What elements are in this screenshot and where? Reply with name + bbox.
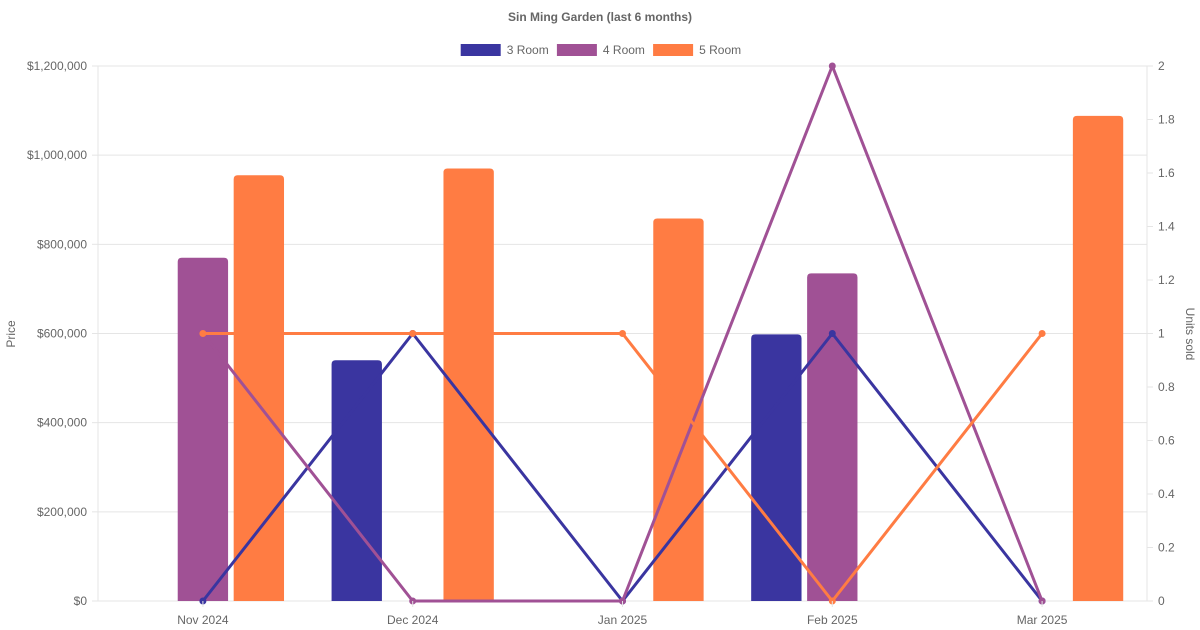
legend-swatch <box>653 44 694 56</box>
y2-tick-label: 0.8 <box>1158 380 1175 394</box>
y2-tick-label: 2 <box>1158 59 1165 73</box>
bar-4-room <box>807 273 858 601</box>
bar-4-room <box>177 257 229 601</box>
y2-tick-label: 0 <box>1158 594 1165 608</box>
y-tick-label: $400,000 <box>37 416 87 430</box>
y2-tick-label: 0.2 <box>1158 541 1175 555</box>
point-3-room <box>828 330 836 337</box>
legend-swatch <box>556 44 597 56</box>
line-5-room <box>202 332 1044 603</box>
y-tick-label: $800,000 <box>37 237 87 251</box>
line-3-room <box>201 332 1044 603</box>
point-5-room <box>1038 330 1046 337</box>
bar-5-room <box>653 218 704 601</box>
point-5-room <box>199 330 207 337</box>
y2-tick-label: 1.8 <box>1158 113 1175 127</box>
x-tick-label: Jan 2025 <box>598 613 648 627</box>
y2-tick-label: 1 <box>1158 327 1165 341</box>
point-4-room <box>828 62 836 70</box>
legend-swatch <box>460 44 501 56</box>
y-tick-label: $200,000 <box>37 505 87 519</box>
y2-tick-label: 0.6 <box>1158 434 1175 448</box>
x-tick-label: Mar 2025 <box>1017 613 1068 627</box>
point-5-room <box>619 330 626 337</box>
chart-title: Sin Ming Garden (last 6 months) <box>508 10 692 24</box>
y-axis-title: Price <box>4 320 18 348</box>
y-tick-label: $1,200,000 <box>27 59 87 73</box>
bar-3-room <box>331 360 382 601</box>
y-axis-right: 0 0.2 0.4 0.6 0.8 1 1.2 1.4 1.6 1.8 2 <box>1147 59 1175 608</box>
bar-5-room <box>443 168 494 601</box>
y2-tick-label: 1.4 <box>1158 220 1175 234</box>
y2-tick-label: 0.4 <box>1158 487 1175 501</box>
y2-tick-label: 1.2 <box>1158 273 1175 287</box>
legend-label: 4 Room <box>603 43 645 57</box>
y-tick-label: $1,000,000 <box>27 148 87 162</box>
x-tick-label: Feb 2025 <box>807 613 858 627</box>
point-5-room <box>409 330 417 337</box>
y-tick-label: $600,000 <box>37 327 87 341</box>
x-tick-label: Dec 2024 <box>387 613 439 627</box>
bar-3-room <box>751 334 802 601</box>
bar-5-room <box>233 175 285 601</box>
bars <box>177 115 1124 601</box>
legend-label: 5 Room <box>699 43 741 57</box>
y2-tick-label: 1.6 <box>1158 166 1175 180</box>
legend-label: 3 Room <box>507 43 549 57</box>
bar-5-room <box>1072 115 1124 601</box>
x-axis: Nov 2024 Dec 2024 Jan 2025 Feb 2025 Mar 2025 <box>177 601 1068 627</box>
y-tick-label: $0 <box>74 594 88 608</box>
legend: 3 Room 4 Room 5 Room <box>460 43 741 57</box>
y-axis-left: $0 $200,000 $400,000 $600,000 $800,000 $1,000… <box>27 59 98 608</box>
x-tick-label: Nov 2024 <box>177 613 229 627</box>
y2-axis-title: Units sold <box>1183 308 1197 361</box>
